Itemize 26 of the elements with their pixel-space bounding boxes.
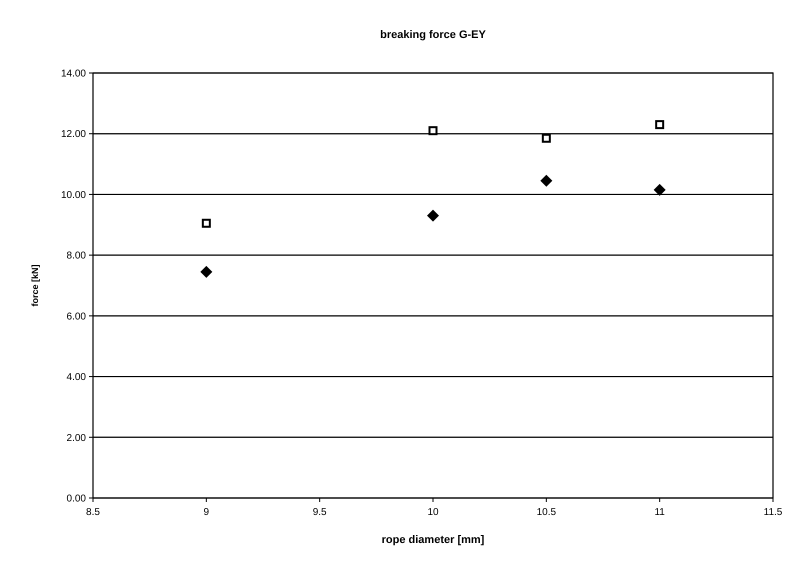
y-tick-label: 12.00 bbox=[60, 129, 86, 140]
point bbox=[428, 126, 438, 136]
x-axis-title: rope diameter [mm] bbox=[382, 534, 485, 546]
y-tick-label: 0.00 bbox=[66, 494, 86, 504]
point bbox=[200, 266, 212, 278]
point bbox=[654, 184, 666, 196]
y-tick-label: 2.00 bbox=[66, 432, 86, 444]
x-tick-label: 8.5 bbox=[86, 507, 100, 518]
x-tick-label: 11 bbox=[654, 507, 666, 518]
x-tick-label: 9.5 bbox=[312, 507, 328, 518]
point bbox=[427, 210, 439, 222]
chart-title: breaking force G-EY bbox=[380, 29, 487, 41]
y-tick-label: 8.00 bbox=[66, 250, 86, 262]
point bbox=[542, 134, 551, 143]
y-tick-label: 4.00 bbox=[66, 372, 86, 384]
y-tick-label: 6.00 bbox=[66, 311, 86, 322]
point bbox=[540, 174, 552, 187]
y-tick-label: 14.00 bbox=[60, 68, 86, 80]
x-tick-label: 10 bbox=[427, 507, 439, 518]
point bbox=[202, 218, 211, 228]
y-axis-title: force [kN] bbox=[30, 264, 40, 307]
point bbox=[655, 120, 664, 130]
x-tick-label: 11.5 bbox=[764, 507, 783, 518]
x-tick-label: 9 bbox=[204, 507, 210, 518]
y-tick-label: 10.00 bbox=[60, 190, 86, 201]
x-tick-label: 10.5 bbox=[536, 507, 556, 518]
